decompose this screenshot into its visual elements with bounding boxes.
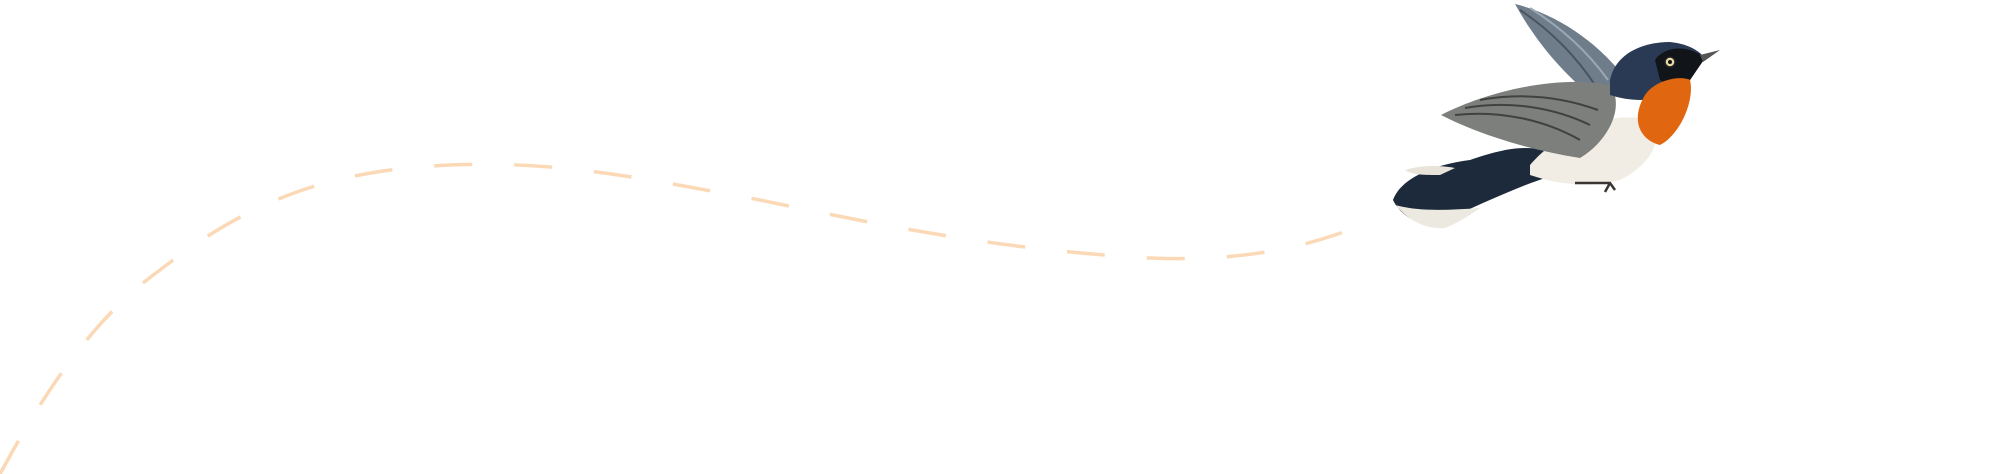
bird-belly (1530, 117, 1656, 185)
bird-throat (1637, 78, 1691, 145)
bird-beak (1700, 50, 1720, 62)
bird-feet (1575, 181, 1617, 193)
bird-illustration (1393, 4, 1720, 229)
dashed-flight-path (0, 162, 1361, 474)
bird-tail (1393, 148, 1555, 224)
